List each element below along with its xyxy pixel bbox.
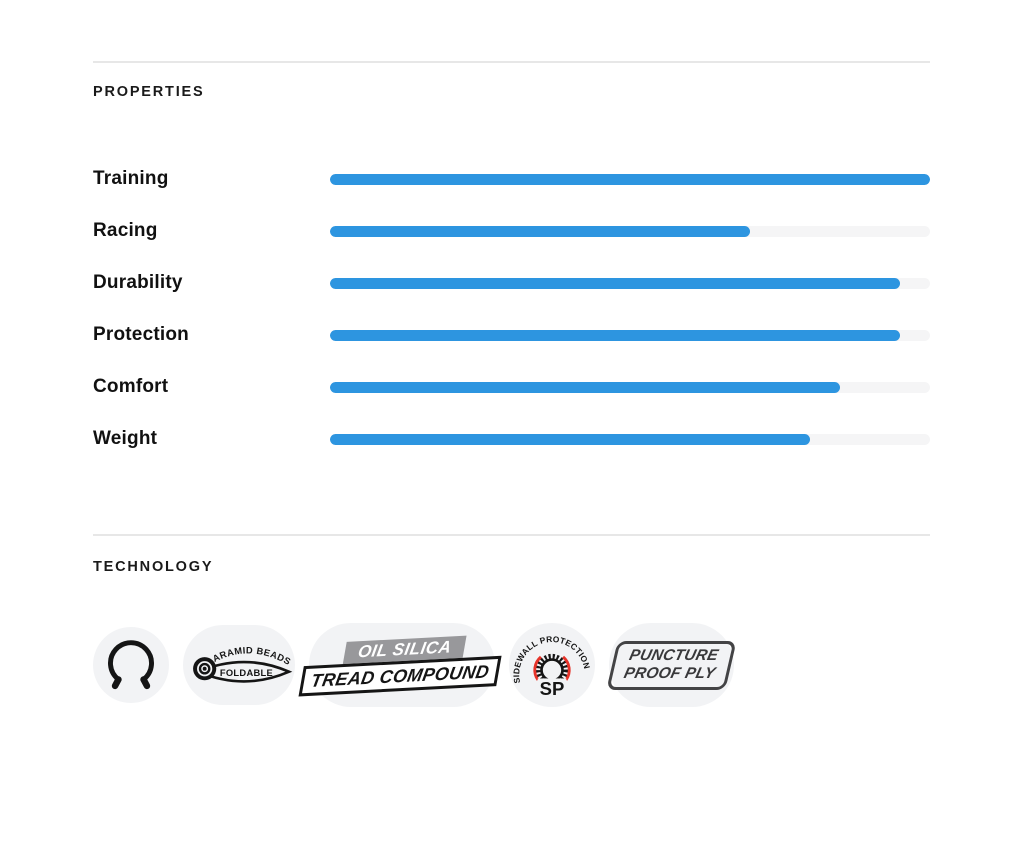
property-label: Protection bbox=[93, 324, 189, 345]
properties-list: Training Racing Durability Protection Co bbox=[93, 153, 930, 465]
property-label: Comfort bbox=[93, 376, 169, 397]
property-label: Racing bbox=[93, 220, 158, 241]
property-row-weight: Weight bbox=[93, 413, 930, 465]
property-bar-fill bbox=[330, 433, 810, 445]
property-bar-fill bbox=[330, 381, 840, 393]
foldable-text: FOLDABLE bbox=[220, 668, 273, 678]
property-bar-fill bbox=[330, 329, 900, 341]
foldable-bead-icon bbox=[108, 640, 154, 690]
puncture-proof-ply-icon: PUNCTURE PROOF PLY bbox=[606, 640, 737, 690]
property-bar-fill bbox=[330, 225, 750, 237]
property-bar-fill bbox=[330, 173, 930, 185]
property-label: Training bbox=[93, 168, 169, 189]
property-bar-track bbox=[330, 277, 930, 289]
property-bar-track bbox=[330, 173, 930, 185]
property-bar-track bbox=[330, 329, 930, 341]
technology-badge-oil-silica[interactable]: OIL SILICA TREAD COMPOUND bbox=[298, 623, 502, 707]
properties-section-title: PROPERTIES bbox=[93, 84, 205, 100]
property-row-comfort: Comfort bbox=[93, 361, 930, 413]
property-bar-track bbox=[330, 433, 930, 445]
puncture-text: PUNCTURE bbox=[627, 646, 720, 664]
product-details-panel: PROPERTIES Training Racing Durability Pr… bbox=[93, 61, 930, 707]
property-bar-fill bbox=[330, 277, 900, 289]
technology-section-title: TECHNOLOGY bbox=[93, 559, 214, 575]
property-label: Durability bbox=[93, 272, 183, 293]
sidewall-protection-icon: SIDEWALL PROTECTION SP bbox=[511, 634, 592, 699]
property-row-training: Training bbox=[93, 153, 930, 205]
technology-badge-aramid-beads[interactable]: ARAMID BEADS FOLDABLE bbox=[183, 625, 295, 705]
property-row-durability: Durability bbox=[93, 257, 930, 309]
proof-ply-text: PROOF PLY bbox=[622, 665, 718, 682]
property-label: Weight bbox=[93, 428, 158, 449]
technology-badge-sidewall-protection[interactable]: SIDEWALL PROTECTION SP bbox=[509, 623, 595, 707]
property-bar-track bbox=[330, 381, 930, 393]
technology-badges: ARAMID BEADS FOLDABLE OIL SILICA TREAD C… bbox=[93, 623, 930, 707]
sp-text: SP bbox=[540, 678, 565, 699]
tread-compound-text: TREAD COMPOUND bbox=[298, 655, 502, 697]
oil-silica-tread-compound-icon: OIL SILICA TREAD COMPOUND bbox=[298, 634, 505, 697]
section-divider bbox=[93, 534, 930, 536]
property-row-protection: Protection bbox=[93, 309, 930, 361]
section-divider bbox=[93, 61, 930, 63]
property-row-racing: Racing bbox=[93, 205, 930, 257]
technology-badge-puncture-proof-ply[interactable]: PUNCTURE PROOF PLY bbox=[606, 623, 737, 707]
technology-badge-foldable[interactable] bbox=[93, 627, 169, 703]
aramid-beads-foldable-icon: ARAMID BEADS FOLDABLE bbox=[193, 645, 293, 683]
property-bar-track bbox=[330, 225, 930, 237]
